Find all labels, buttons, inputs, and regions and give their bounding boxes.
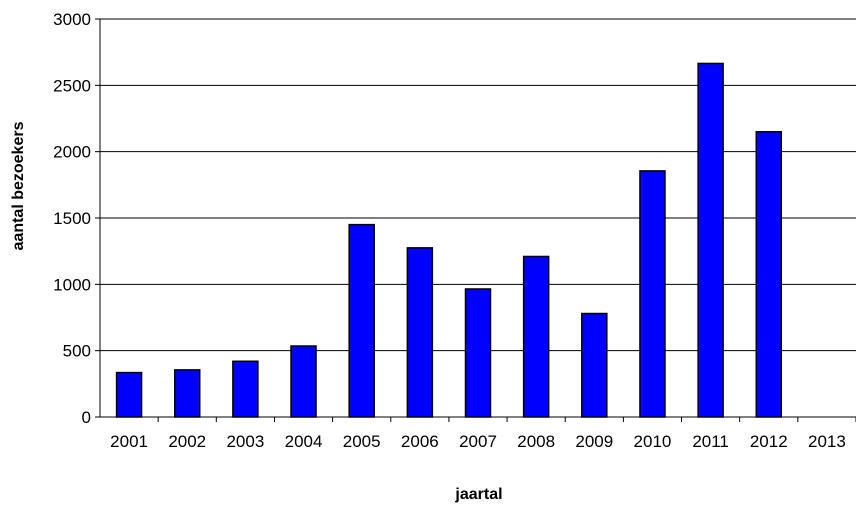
x-tick-label: 2001	[110, 432, 148, 451]
x-tick-label: 2006	[401, 432, 439, 451]
x-tick-label: 2012	[750, 432, 788, 451]
bar-2004	[290, 345, 317, 418]
y-tick-label: 3000	[53, 10, 91, 29]
bar-2002	[173, 369, 201, 418]
y-tick-label: 1000	[53, 275, 91, 294]
x-tick-label: 2009	[575, 432, 613, 451]
bar-2010	[639, 170, 666, 418]
x-tick-label: 2005	[343, 432, 381, 451]
x-axis-title: jaartal	[454, 486, 502, 503]
y-tick-label: 0	[82, 408, 91, 427]
y-tick-label: 2000	[53, 143, 91, 162]
x-tick-label: 2013	[808, 432, 846, 451]
y-tick-labels: 0 500 1000 1500 2000 2500 3000	[53, 10, 100, 427]
x-tick-label: 2004	[285, 432, 323, 451]
x-tick-label: 2011	[692, 432, 729, 451]
bars	[115, 62, 783, 418]
bar-2011	[697, 62, 724, 418]
x-tick-labels: 2001 2002 2003 2004 2005 2006 2007 2008 2009 2010…	[110, 417, 856, 451]
x-tick-label: 2008	[517, 432, 555, 451]
x-tick-label: 2002	[168, 432, 206, 451]
bar-2006	[406, 247, 434, 418]
y-tick-label: 1500	[53, 209, 91, 228]
y-tick-label: 500	[63, 342, 91, 361]
bar-2005	[348, 223, 375, 418]
bar-2012	[755, 131, 783, 418]
bar-2009	[581, 312, 608, 418]
y-axis-title: aantal bezoekers	[10, 121, 27, 250]
x-tick-label: 2010	[634, 432, 672, 451]
bar-2008	[522, 255, 550, 418]
bar-2001	[115, 371, 143, 418]
bar-2007	[464, 288, 492, 418]
gridlines	[100, 18, 856, 352]
y-tick-label: 2500	[53, 76, 91, 95]
x-tick-label: 2007	[459, 432, 497, 451]
x-tick-label: 2003	[226, 432, 264, 451]
bar-2003	[232, 360, 259, 418]
